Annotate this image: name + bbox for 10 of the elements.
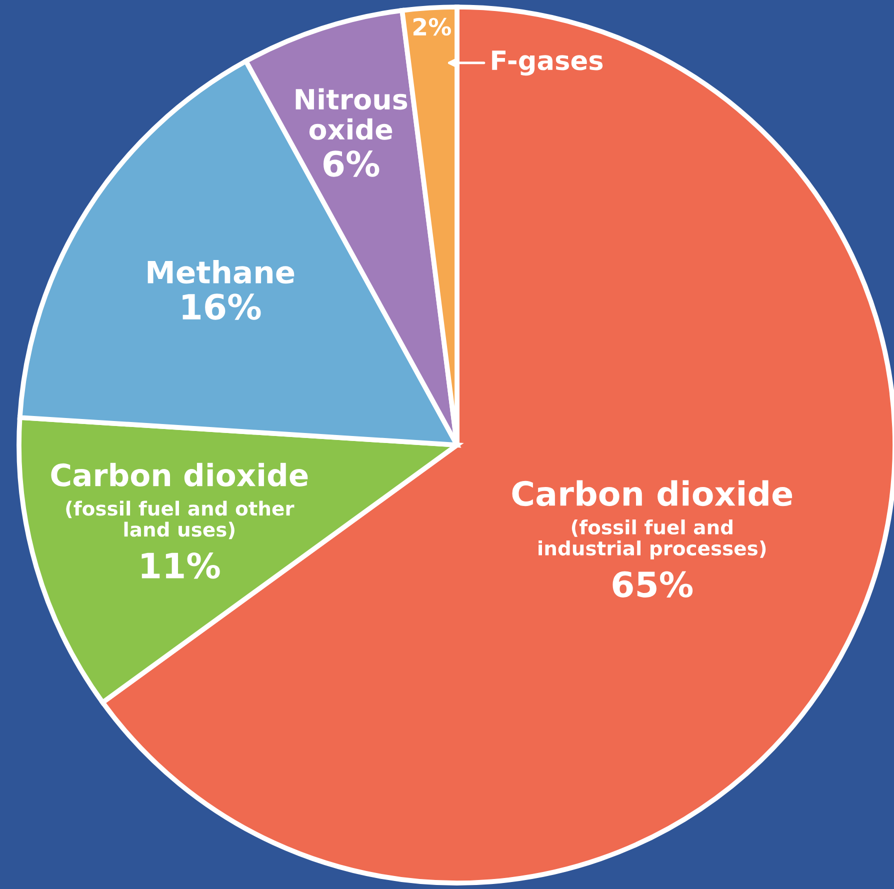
slice-label: Nitrous oxide: [296, 88, 408, 140]
slice-label: Carbon dioxide (fossil fuel and industrial processes): [512, 480, 792, 560]
slice-label: Methane: [148, 260, 294, 284]
slice-label: Carbon dioxide (fossil fuel and other land uses): [51, 462, 308, 540]
data-label: 11%: [142, 552, 220, 579]
slice-label: F-gases: [492, 50, 603, 76]
data-label: 6%: [324, 150, 380, 177]
data-label: 16%: [182, 294, 261, 320]
data-label: 2%: [414, 18, 451, 36]
data-label: 65%: [612, 571, 693, 598]
